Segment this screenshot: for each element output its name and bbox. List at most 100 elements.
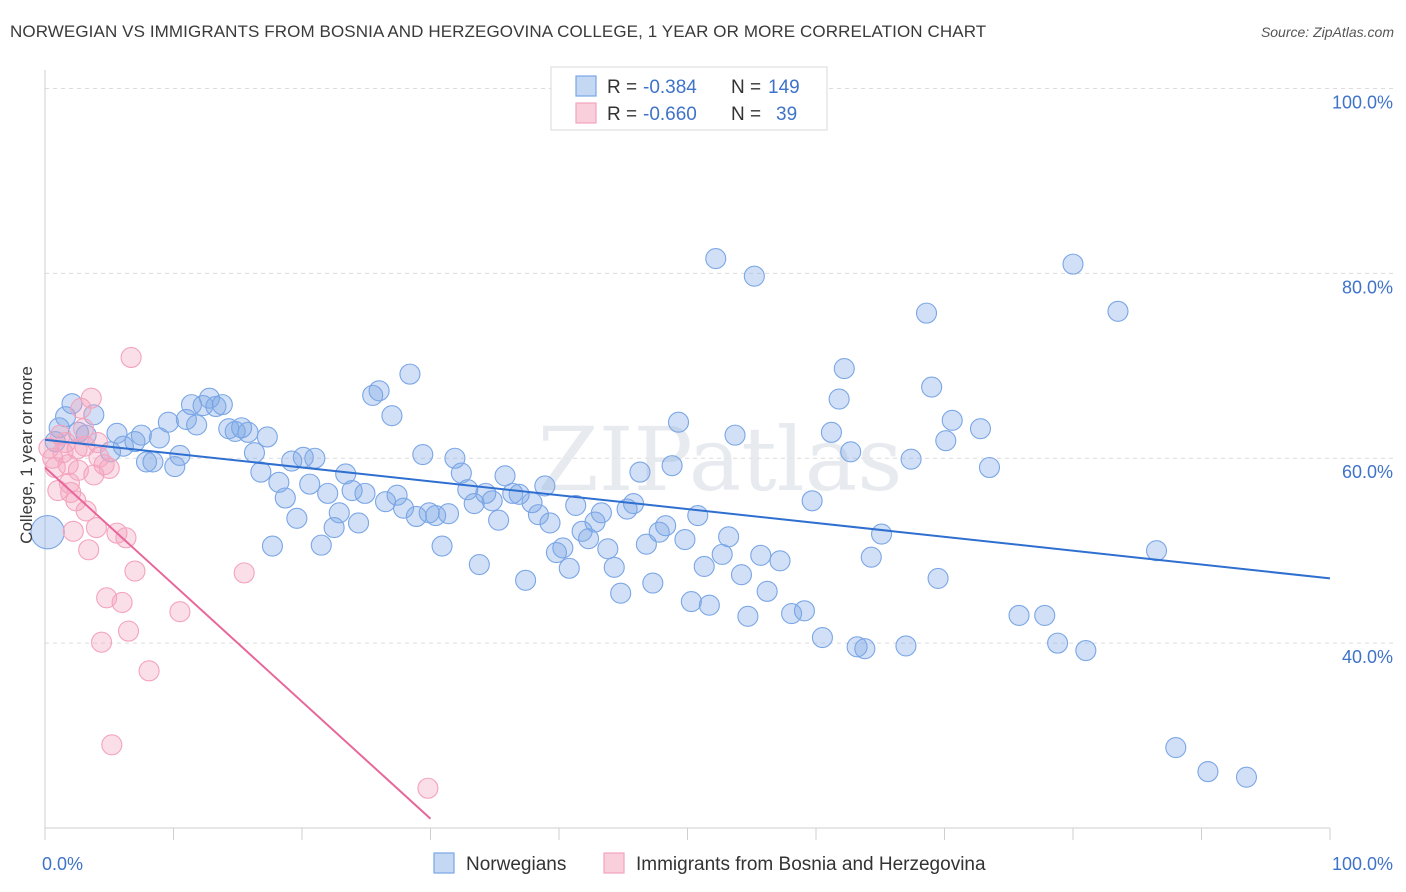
norwegians-point-109 (743, 265, 765, 287)
immigrants-point-14 (75, 500, 97, 522)
norwegians-point-101 (693, 555, 715, 577)
legend-bottom-label-immigrants: Immigrants from Bosnia and Herzegovina (636, 854, 986, 875)
norwegians-point-56 (405, 505, 427, 528)
x-tick-label-0: 0.0% (42, 854, 83, 874)
norwegians-point-69 (488, 509, 510, 531)
immigrants-point-28 (117, 620, 140, 642)
source-label: Source: ZipAtlas.com (1260, 24, 1394, 40)
norwegians-point-102 (698, 594, 720, 616)
norwegians-point-42 (317, 482, 339, 504)
norwegians-point-134 (1008, 604, 1030, 626)
immigrants-point-20 (90, 631, 113, 653)
norwegians-point-139 (1107, 300, 1129, 322)
y-tick-label-3: 40.0% (1342, 647, 1393, 667)
legend-bottom: Norwegians Immigrants from Bosnia and He… (433, 852, 986, 875)
norwegians-point-35 (274, 487, 296, 509)
y-tick-label-0: 100.0% (1332, 92, 1393, 112)
norwegians-point-81 (565, 494, 587, 516)
y-tick-label-2: 60.0% (1342, 462, 1393, 482)
norwegians-point-115 (801, 490, 823, 512)
chart-title: NORWEGIAN VS IMMIGRANTS FROM BOSNIA AND … (10, 22, 987, 41)
norwegians-point-132 (969, 418, 992, 440)
norwegians-point-113 (781, 602, 803, 625)
immigrants-point-30 (124, 560, 146, 582)
norwegians-point-76 (534, 475, 556, 497)
norwegians-point-71 (502, 482, 524, 504)
watermark: ZIPatlas (538, 408, 903, 511)
norwegians-point-108 (737, 605, 759, 627)
legend-r-label-2: R = (607, 104, 637, 125)
norwegians-point-122 (854, 638, 876, 660)
legend-r-value-1: -0.384 (643, 77, 697, 98)
norwegians-point-96 (661, 455, 683, 477)
trend-lines (44, 438, 1331, 820)
immigrants-point-23 (98, 457, 120, 479)
legend-bottom-label-norwegians: Norwegians (466, 854, 566, 875)
norwegians-point-140 (1145, 540, 1168, 562)
norwegians-point-52 (381, 405, 403, 427)
y-tick-labels: 100.0% 80.0% 60.0% 40.0% (1332, 92, 1393, 667)
norwegians-point-66 (468, 553, 490, 576)
norwegians-point-17 (164, 456, 186, 478)
legend-swatch-pink (575, 102, 597, 124)
norwegians-point-70 (494, 465, 516, 487)
norwegians-point-50 (368, 380, 390, 402)
norwegians-point-57 (412, 443, 434, 466)
norwegians-point-87 (603, 556, 625, 578)
norwegians-point-55 (399, 363, 421, 385)
y-tick-label-1: 80.0% (1342, 277, 1393, 297)
norwegians-point-99 (680, 590, 702, 613)
norwegians-point-112 (769, 550, 791, 572)
norwegians-point-143 (1235, 766, 1258, 788)
trend-line-norwegians (44, 438, 1331, 580)
series-norwegians-points (30, 248, 1258, 788)
immigrants-point-7 (57, 454, 79, 476)
norwegians-point-110 (750, 544, 772, 566)
norwegians-point-104 (711, 543, 733, 565)
norwegians-point-114 (793, 600, 815, 622)
immigrants-point-13 (73, 418, 95, 440)
norwegians-point-107 (730, 564, 753, 586)
norwegians-point-126 (900, 448, 922, 470)
immigrants-point-31 (138, 660, 160, 682)
norwegians-point-48 (354, 482, 376, 504)
norwegians-point-47 (347, 512, 370, 534)
legend-bottom-swatch-pink (603, 852, 625, 874)
norwegians-point-44 (328, 502, 350, 524)
norwegians-point-130 (935, 430, 957, 452)
legend-bottom-swatch-blue (433, 852, 455, 874)
norwegians-point-80 (558, 557, 580, 579)
x-tick-label-1: 100.0% (1332, 854, 1393, 874)
norwegians-point-9 (106, 422, 128, 444)
norwegians-point-95 (655, 515, 677, 537)
norwegians-point-39 (299, 473, 321, 495)
norwegians-point-46 (341, 480, 363, 502)
norwegians-point-29 (237, 421, 259, 443)
legend-n-label-1: N = (731, 77, 761, 98)
norwegians-point-60 (431, 535, 453, 557)
norwegians-point-12 (130, 424, 152, 446)
norwegians-point-16 (157, 411, 179, 433)
norwegians-point-127 (915, 302, 938, 324)
norwegians-point-93 (642, 572, 664, 594)
y-axis-label: College, 1 year or more (17, 366, 36, 544)
norwegians-point-91 (629, 461, 651, 483)
norwegians-point-118 (828, 388, 850, 410)
norwegians-point-98 (674, 529, 696, 551)
norwegians-point-137 (1062, 253, 1084, 275)
trend-line-immigrants (44, 466, 432, 820)
immigrants-point-35 (74, 435, 96, 457)
immigrants-point-15 (78, 539, 100, 561)
immigrants-point-26 (111, 591, 133, 613)
norwegians-point-124 (870, 523, 893, 545)
norwegians-point-128 (921, 376, 943, 398)
norwegians-point-105 (718, 526, 740, 548)
norwegians-point-13 (135, 451, 158, 473)
immigrants-point-34 (417, 777, 439, 799)
legend-n-label-2: N = (731, 104, 761, 125)
norwegians-point-129 (927, 567, 949, 589)
norwegians-point-72 (508, 483, 530, 505)
norwegians-point-85 (590, 502, 612, 524)
norwegians-point-33 (261, 535, 283, 557)
immigrants-point-29 (120, 346, 142, 369)
